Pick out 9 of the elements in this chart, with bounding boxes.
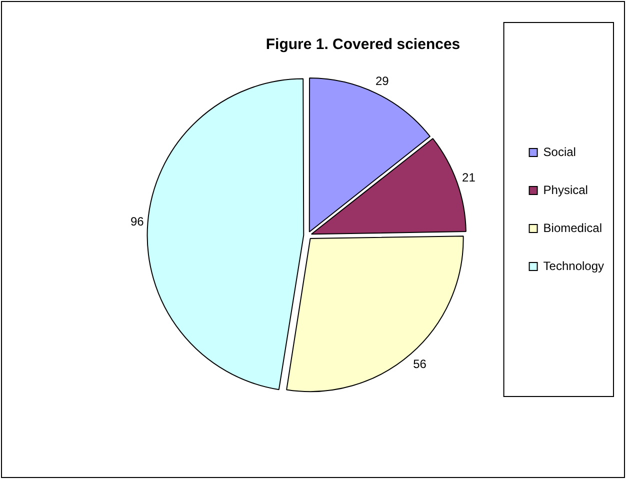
data-label: 21 bbox=[462, 170, 476, 184]
data-label: 29 bbox=[376, 74, 390, 88]
data-label: 56 bbox=[413, 356, 427, 371]
legend-label: Physical bbox=[543, 182, 588, 197]
legend-label: Technology bbox=[543, 258, 604, 273]
data-label: 96 bbox=[130, 214, 144, 229]
legend-label: Social bbox=[543, 144, 576, 159]
text: Figure 1. Covered sciences bbox=[266, 36, 460, 54]
legend-label: Biomedical bbox=[543, 220, 602, 235]
